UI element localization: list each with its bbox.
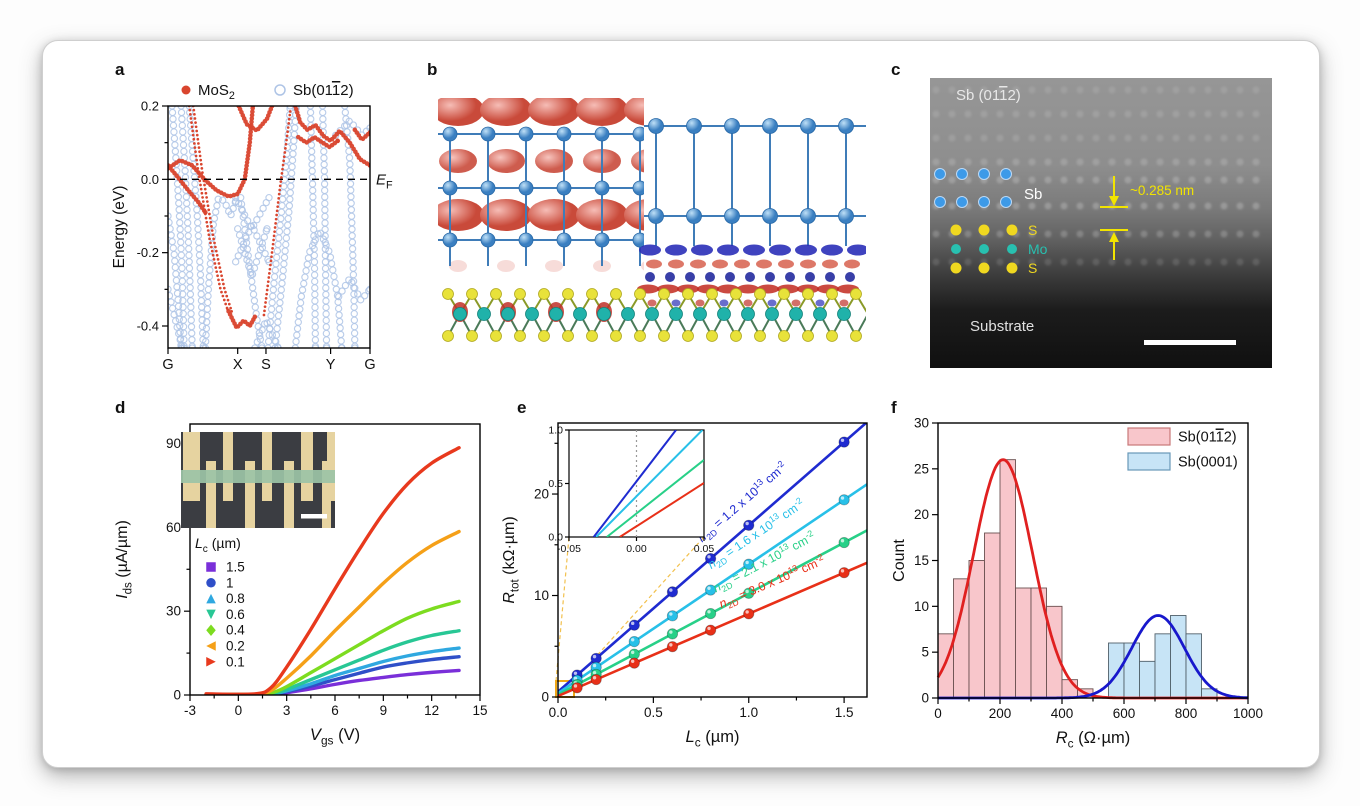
panel-c-label: c bbox=[891, 60, 901, 79]
svg-text:Substrate: Substrate bbox=[970, 318, 1034, 335]
svg-text:800: 800 bbox=[1175, 706, 1198, 721]
svg-text:1.5: 1.5 bbox=[835, 705, 854, 720]
svg-text:Sb(0112): Sb(0112) bbox=[293, 82, 354, 99]
band-structure-plot: MoS2 Sb(0112) EF 0.2 0.0 -0.2 -0.4 G X S Y G Energy … bbox=[111, 82, 393, 373]
tem-image: Sb (0112) Sb S Mo S ~0.285 nm Substrate bbox=[930, 78, 1272, 368]
svg-text:10: 10 bbox=[914, 599, 929, 614]
svg-text:G: G bbox=[162, 357, 173, 373]
svg-text:S: S bbox=[1028, 222, 1037, 238]
panel-d-label: d bbox=[115, 398, 126, 417]
svg-text:MoS2: MoS2 bbox=[198, 82, 235, 102]
svg-text:Vgs (V): Vgs (V) bbox=[310, 726, 360, 748]
svg-text:12: 12 bbox=[424, 703, 439, 718]
svg-text:3: 3 bbox=[283, 703, 291, 718]
svg-text:Lc (µm): Lc (µm) bbox=[195, 535, 241, 555]
svg-text:Count: Count bbox=[891, 539, 908, 582]
svg-text:Lc (µm): Lc (µm) bbox=[686, 728, 740, 750]
svg-text:0: 0 bbox=[235, 703, 243, 718]
svg-text:Rc (Ω·µm): Rc (Ω·µm) bbox=[1056, 729, 1131, 751]
svg-text:0.1: 0.1 bbox=[226, 654, 245, 669]
svg-text:Sb(0001): Sb(0001) bbox=[1178, 455, 1238, 471]
svg-text:Rtot (kΩ·µm): Rtot (kΩ·µm) bbox=[501, 516, 521, 603]
svg-text:S: S bbox=[1028, 260, 1037, 276]
svg-text:20: 20 bbox=[534, 487, 549, 502]
svg-text:S: S bbox=[261, 357, 271, 373]
panel-e-label: e bbox=[517, 398, 527, 417]
svg-text:0: 0 bbox=[541, 690, 549, 705]
svg-text:0: 0 bbox=[934, 706, 942, 721]
svg-text:0.8: 0.8 bbox=[226, 591, 245, 606]
svg-text:-0.4: -0.4 bbox=[137, 319, 159, 334]
charge-density-image bbox=[438, 98, 866, 342]
svg-text:30: 30 bbox=[914, 416, 929, 431]
svg-text:1.0: 1.0 bbox=[739, 705, 758, 720]
svg-text:-3: -3 bbox=[184, 703, 196, 718]
svg-text:1.5: 1.5 bbox=[226, 560, 245, 575]
svg-text:Sb (0112): Sb (0112) bbox=[956, 87, 1021, 104]
svg-text:0.0: 0.0 bbox=[549, 705, 568, 720]
svg-text:60: 60 bbox=[166, 520, 181, 535]
svg-text:0.0: 0.0 bbox=[141, 172, 159, 187]
svg-text:0.2: 0.2 bbox=[226, 639, 245, 654]
panel-f-label: f bbox=[891, 398, 897, 417]
svg-text:0.4: 0.4 bbox=[226, 623, 245, 638]
svg-text:0.05: 0.05 bbox=[694, 543, 715, 555]
svg-text:1: 1 bbox=[226, 575, 234, 590]
svg-text:~0.285 nm: ~0.285 nm bbox=[1130, 183, 1194, 198]
svg-text:25: 25 bbox=[914, 461, 929, 476]
svg-text:20: 20 bbox=[914, 507, 929, 522]
svg-text:0: 0 bbox=[921, 691, 929, 706]
svg-text:0.5: 0.5 bbox=[644, 705, 663, 720]
svg-text:9: 9 bbox=[380, 703, 388, 718]
svg-text:EF: EF bbox=[376, 171, 393, 191]
svg-text:1000: 1000 bbox=[1233, 706, 1263, 721]
svg-text:5: 5 bbox=[921, 645, 929, 660]
svg-text:Energy (eV): Energy (eV) bbox=[111, 186, 128, 269]
svg-text:-0.05: -0.05 bbox=[557, 543, 581, 555]
histogram-plot: 0 200 400 600 800 1000 0 5 10 15 20 25 30 Sb(0112) Sb(… bbox=[891, 416, 1263, 751]
svg-text:Ids (µA/µm): Ids (µA/µm) bbox=[114, 520, 134, 599]
svg-text:10: 10 bbox=[534, 588, 549, 603]
svg-text:600: 600 bbox=[1113, 706, 1136, 721]
panel-b-label: b bbox=[427, 60, 438, 79]
svg-text:G: G bbox=[364, 357, 375, 373]
svg-text:15: 15 bbox=[472, 703, 487, 718]
svg-text:15: 15 bbox=[914, 553, 929, 568]
svg-text:-0.2: -0.2 bbox=[137, 245, 159, 260]
svg-text:0.6: 0.6 bbox=[226, 607, 245, 622]
svg-text:Mo: Mo bbox=[1028, 241, 1048, 257]
svg-text:X: X bbox=[233, 357, 243, 373]
svg-text:Sb: Sb bbox=[1024, 186, 1042, 203]
svg-text:1.0: 1.0 bbox=[548, 425, 563, 437]
svg-text:0.2: 0.2 bbox=[141, 99, 159, 114]
svg-text:0.0: 0.0 bbox=[548, 532, 563, 544]
svg-text:30: 30 bbox=[166, 604, 181, 619]
svg-text:0.00: 0.00 bbox=[626, 543, 647, 555]
svg-text:90: 90 bbox=[166, 436, 181, 451]
svg-text:6: 6 bbox=[331, 703, 339, 718]
svg-text:Y: Y bbox=[326, 357, 336, 373]
panel-a-label: a bbox=[115, 60, 125, 79]
svg-text:200: 200 bbox=[989, 706, 1012, 721]
svg-text:0: 0 bbox=[173, 688, 181, 703]
svg-text:0.5: 0.5 bbox=[548, 478, 563, 490]
svg-text:400: 400 bbox=[1051, 706, 1074, 721]
svg-text:Sb(0112): Sb(0112) bbox=[1178, 430, 1237, 446]
